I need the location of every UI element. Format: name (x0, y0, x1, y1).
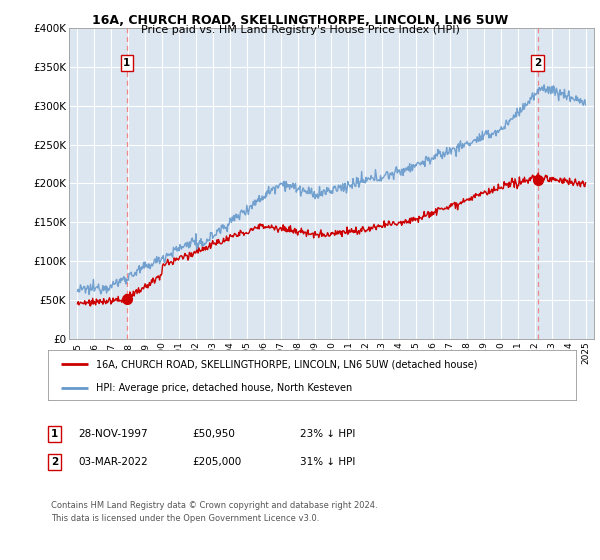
Text: Contains HM Land Registry data © Crown copyright and database right 2024.
This d: Contains HM Land Registry data © Crown c… (51, 501, 377, 522)
Text: Price paid vs. HM Land Registry's House Price Index (HPI): Price paid vs. HM Land Registry's House … (140, 25, 460, 35)
Text: 31% ↓ HPI: 31% ↓ HPI (300, 457, 355, 467)
Bar (586, 28, 600, 339)
Text: £205,000: £205,000 (192, 457, 241, 467)
Text: 16A, CHURCH ROAD, SKELLINGTHORPE, LINCOLN, LN6 5UW: 16A, CHURCH ROAD, SKELLINGTHORPE, LINCOL… (92, 14, 508, 27)
Text: 2: 2 (51, 457, 58, 467)
Text: 16A, CHURCH ROAD, SKELLINGTHORPE, LINCOLN, LN6 5UW (detached house): 16A, CHURCH ROAD, SKELLINGTHORPE, LINCOL… (95, 359, 477, 369)
Text: 2: 2 (534, 58, 541, 68)
Text: £50,950: £50,950 (192, 429, 235, 439)
Text: 28-NOV-1997: 28-NOV-1997 (78, 429, 148, 439)
Text: 1: 1 (123, 58, 130, 68)
Text: 1: 1 (51, 429, 58, 439)
Text: 03-MAR-2022: 03-MAR-2022 (78, 457, 148, 467)
Text: HPI: Average price, detached house, North Kesteven: HPI: Average price, detached house, Nort… (95, 383, 352, 393)
Text: 23% ↓ HPI: 23% ↓ HPI (300, 429, 355, 439)
